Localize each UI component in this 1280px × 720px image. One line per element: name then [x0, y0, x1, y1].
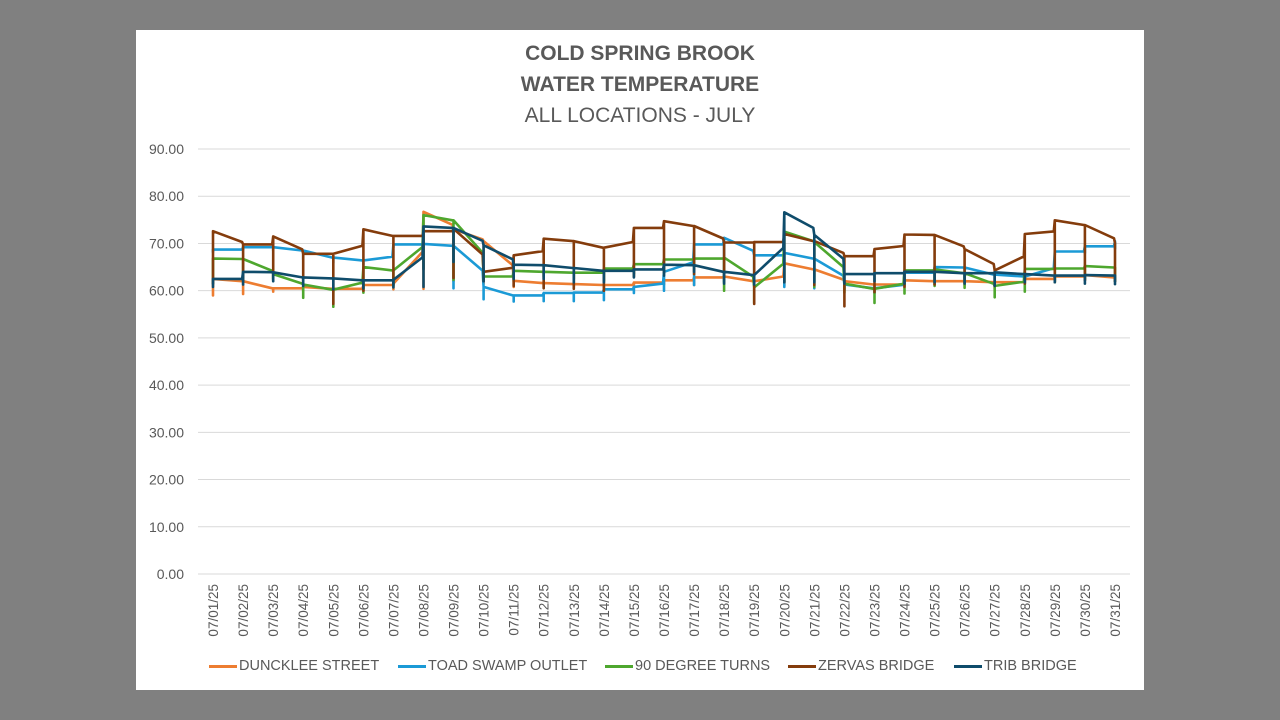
legend-label: ZERVAS BRIDGE: [818, 658, 935, 674]
x-tick-label: 07/11/25: [507, 584, 522, 636]
x-tick-label: 07/08/25: [416, 584, 431, 637]
x-tick-label: 07/10/25: [477, 584, 492, 637]
y-tick-label: 60.00: [149, 283, 184, 299]
legend-item: 90 DEGREE TURNS: [605, 658, 770, 674]
x-tick-label: 07/01/25: [206, 584, 221, 637]
x-tick-label: 07/05/25: [326, 584, 341, 637]
chart-subtitle: WATER TEMPERATURE: [520, 73, 760, 96]
chart-legend: DUNCKLEE STREET TOAD SWAMP OUTLET 90 DEGRE…: [136, 658, 1144, 678]
y-tick-label: 90.00: [149, 141, 184, 157]
legend-label: DUNCKLEE STREET: [239, 658, 380, 674]
y-tick-label: 80.00: [149, 188, 184, 204]
x-tick-label: 07/30/25: [1078, 584, 1093, 637]
legend-item: TOAD SWAMP OUTLET: [398, 658, 587, 674]
x-tick-label: 07/09/25: [447, 584, 462, 637]
x-tick-label: 07/29/25: [1048, 584, 1063, 637]
legend-swatch: [398, 664, 426, 668]
y-tick-label: 30.00: [149, 424, 184, 440]
x-tick-label: 07/23/25: [867, 584, 882, 637]
x-tick-label: 07/12/25: [537, 584, 552, 637]
legend-swatch: [605, 664, 633, 668]
y-tick-label: 10.00: [149, 519, 184, 535]
legend-item: TRIB BRIDGE: [954, 658, 1077, 674]
x-tick-label: 07/28/25: [1018, 584, 1033, 637]
x-tick-label: 07/19/25: [747, 584, 762, 637]
chart-title: COLD SPRING BROOK: [525, 42, 755, 65]
x-tick-label: 07/16/25: [657, 584, 672, 637]
x-tick-label: 07/06/25: [356, 584, 371, 637]
legend-item: ZERVAS BRIDGE: [788, 658, 934, 674]
x-tick-label: 07/26/25: [958, 584, 973, 637]
x-tick-label: 07/17/25: [687, 584, 702, 637]
y-tick-label: 40.00: [149, 377, 184, 393]
x-tick-label: 07/21/25: [807, 584, 822, 637]
x-tick-label: 07/31/25: [1108, 584, 1123, 637]
x-tick-label: 07/04/25: [296, 584, 311, 637]
x-tick-label: 07/03/25: [266, 584, 281, 637]
y-tick-label: 50.00: [149, 330, 184, 346]
chart-plot: 0.00 10.00 20.00 30.00 40.00 50.00 60.00 70.00 8…: [149, 141, 1130, 637]
chart-subtitle-2: ALL LOCATIONS - JULY: [524, 104, 756, 127]
y-tick-label: 0.00: [157, 566, 184, 582]
legend-swatch: [788, 664, 816, 668]
x-tick-label: 07/22/25: [837, 584, 852, 637]
series-line: [211, 211, 1117, 291]
y-tick-label: 20.00: [149, 472, 184, 488]
legend-swatch: [954, 664, 982, 668]
legend-label: TOAD SWAMP OUTLET: [428, 658, 588, 674]
x-tick-label: 07/18/25: [717, 584, 732, 637]
x-tick-label: 07/13/25: [567, 584, 582, 637]
legend-item: DUNCKLEE STREET: [209, 658, 379, 674]
y-tick-label: 70.00: [149, 235, 184, 251]
series-line: [211, 219, 1117, 308]
x-tick-label: 07/07/25: [386, 584, 401, 637]
chart-card: COLD SPRING BROOK WATER TEMPERATURE ALL …: [136, 30, 1144, 690]
x-tick-label: 07/24/25: [898, 584, 913, 637]
x-tick-label: 07/20/25: [777, 584, 792, 637]
legend-swatch: [209, 664, 237, 668]
x-tick-label: 07/02/25: [236, 584, 251, 637]
x-tick-label: 07/27/25: [988, 584, 1003, 637]
x-tick-label: 07/14/25: [597, 584, 612, 637]
legend-label: 90 DEGREE TURNS: [635, 658, 771, 674]
legend-label: TRIB BRIDGE: [984, 658, 1077, 674]
x-tick-label: 07/25/25: [928, 584, 943, 637]
x-tick-label: 07/15/25: [627, 584, 642, 637]
